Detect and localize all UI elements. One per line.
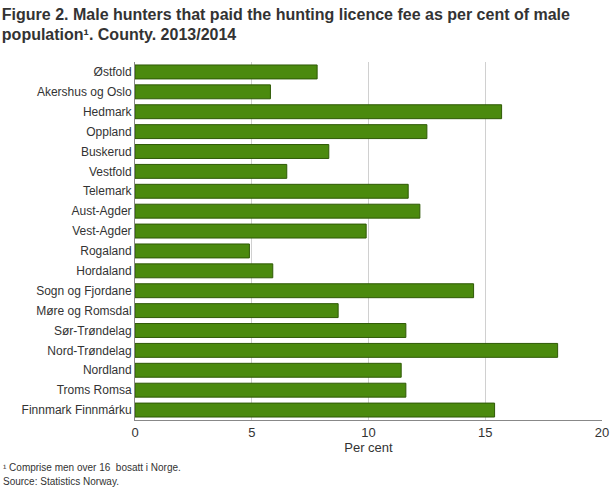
svg-text:Aust-Agder: Aust-Agder [72,204,132,218]
svg-text:Hordaland: Hordaland [76,264,131,278]
svg-text:10: 10 [361,425,375,440]
svg-text:Møre og Romsdal: Møre og Romsdal [36,304,131,318]
svg-text:Buskerud: Buskerud [81,145,132,159]
svg-text:5: 5 [248,425,255,440]
svg-text:20: 20 [595,425,609,440]
svg-text:Finnmark Finnmárku: Finnmark Finnmárku [22,403,132,417]
svg-text:Østfold: Østfold [94,65,132,79]
svg-text:Vest-Agder: Vest-Agder [72,224,131,238]
svg-text:Telemark: Telemark [83,184,133,198]
svg-text:Akershus og Oslo: Akershus og Oslo [37,85,132,99]
svg-text:Figure 2. Male hunters that pa: Figure 2. Male hunters that paid the hun… [2,6,570,44]
svg-text:Rogaland: Rogaland [80,244,131,258]
svg-text:Per cent: Per cent [344,440,393,455]
svg-text:Oppland: Oppland [86,125,131,139]
svg-text:0: 0 [131,425,138,440]
svg-text:Sør-Trøndelag: Sør-Trøndelag [54,324,132,338]
svg-text:15: 15 [478,425,492,440]
svg-text:Sogn og Fjordane: Sogn og Fjordane [36,284,132,298]
svg-text:Troms Romsa: Troms Romsa [57,383,132,397]
svg-text:Hedmark: Hedmark [83,105,133,119]
svg-text:Vestfold: Vestfold [89,165,132,179]
svg-text:Source: Statistics Norway.: Source: Statistics Norway. [3,476,119,487]
svg-text:¹ Comprise men over 16 bosatt: ¹ Comprise men over 16 bosatt i Norge. [3,462,181,473]
svg-text:Nordland: Nordland [83,363,132,377]
svg-text:Nord-Trøndelag: Nord-Trøndelag [47,344,131,358]
